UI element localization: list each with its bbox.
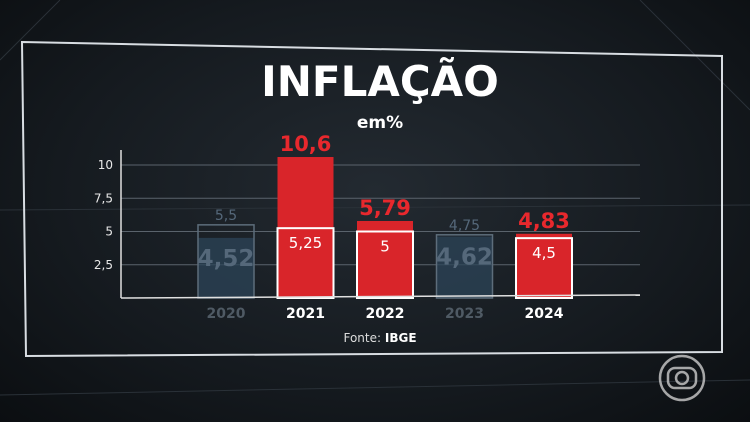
target-ceiling-outline [435, 234, 494, 299]
x-tick-label: 2024 [525, 306, 564, 322]
target-value-label: 4,5 [532, 244, 556, 262]
bars: 5,5 4,52 2020 10,6 5,25 2021 5,79 5 2022 4,75 4,62… [197, 132, 573, 322]
target-value-label: 4,75 [449, 218, 480, 234]
globo-logo-icon [658, 354, 706, 402]
x-tick-label: 2022 [366, 306, 405, 322]
target-ceiling-outline [515, 237, 573, 299]
target-value-label: 5,5 [215, 208, 237, 224]
chart-subtitle: em% [357, 113, 403, 133]
inflation-bar [516, 233, 572, 298]
x-tick-label: 2021 [286, 306, 325, 322]
inflation-bar [436, 236, 493, 298]
inflation-value-label: 5,79 [359, 196, 411, 220]
target-value-label: 5 [380, 238, 390, 256]
frame [20, 40, 723, 358]
inflation-value-label: 4,52 [198, 246, 255, 272]
chart-title: INFLAÇÃO [261, 56, 499, 106]
x-tick-label: 2023 [445, 306, 484, 322]
target-ceiling-outline [356, 230, 414, 299]
inflation-value-label: 4,83 [518, 209, 570, 233]
target-ceiling-outline [276, 227, 335, 299]
y-tick-label: 10 [98, 158, 113, 172]
x-axis [120, 294, 641, 299]
inflation-value-label: 4,62 [436, 245, 493, 271]
y-tick-label: 2,5 [94, 258, 113, 272]
source-note: Fonte: IBGE [343, 331, 416, 345]
x-tick-label: 2020 [207, 306, 246, 322]
inflation-bar [198, 237, 254, 298]
target-value-label: 5,25 [289, 234, 322, 252]
inflation-value-label: 10,6 [280, 132, 332, 156]
y-tick-label: 5 [105, 225, 113, 239]
inflation-bar [357, 220, 413, 298]
y-tick-label: 7,5 [94, 191, 113, 205]
